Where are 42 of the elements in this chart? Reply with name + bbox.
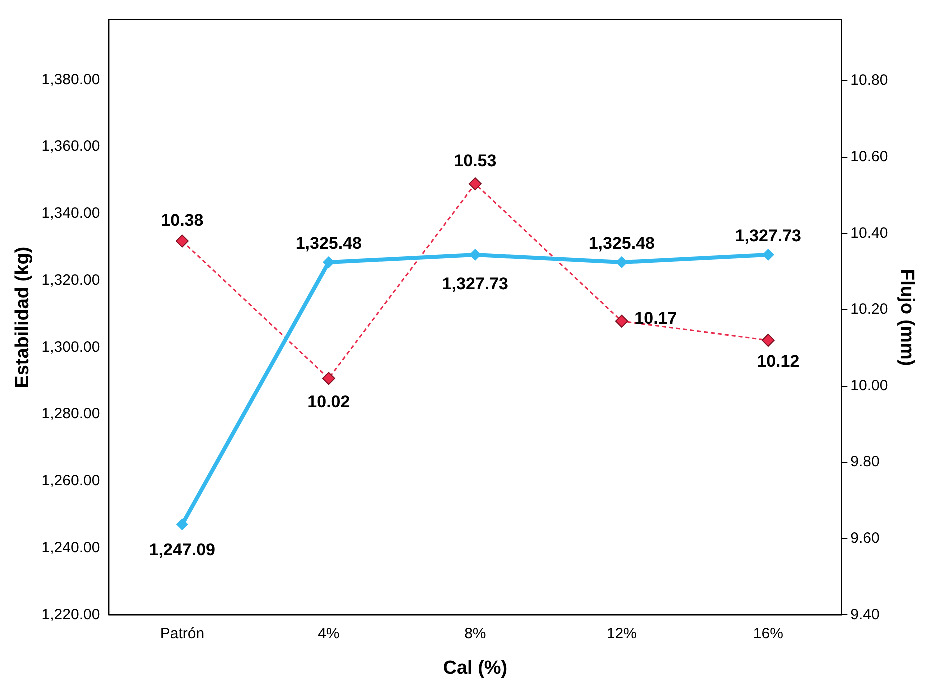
data-label: 10.38 xyxy=(161,210,204,230)
y2-tick-label: 10.60 xyxy=(850,148,888,166)
x-tick-label: Patrón xyxy=(160,625,205,642)
y-tick-label: 1,360.00 xyxy=(42,138,100,156)
data-label: 10.02 xyxy=(308,392,350,412)
y-tick-label: 1,280.00 xyxy=(42,406,100,423)
y2-tick-label: 9.80 xyxy=(850,454,880,471)
y-tick-label: 1,260.00 xyxy=(42,472,100,490)
y2-tick-label: 10.40 xyxy=(850,224,888,242)
y-tick-label: 1,240.00 xyxy=(42,539,100,556)
data-label: 1,325.48 xyxy=(296,234,362,254)
point xyxy=(322,372,336,386)
x-tick-label: 4% xyxy=(318,625,340,642)
y-tick-label: 1,380.00 xyxy=(42,71,100,88)
y-tick-label: 1,300.00 xyxy=(42,338,100,356)
point xyxy=(762,334,775,347)
point xyxy=(468,178,482,191)
point xyxy=(322,256,335,268)
y-tick-label: 1,220.00 xyxy=(42,606,100,624)
data-label: 10.53 xyxy=(454,152,497,171)
y2-axis-title: Flujo (mm) xyxy=(896,269,918,366)
data-label: 1,327.73 xyxy=(735,226,802,246)
y2-tick-label: 10.80 xyxy=(850,72,888,90)
x-tick-label: 8% xyxy=(464,625,486,642)
data-label: 1,325.48 xyxy=(588,234,656,254)
point xyxy=(176,518,188,531)
y-tick-label: 1,340.00 xyxy=(42,205,100,222)
y2-tick-label: 10.20 xyxy=(850,301,888,318)
y2-tick-label: 10.00 xyxy=(850,377,888,394)
data-label: 1,327.73 xyxy=(442,274,509,294)
x-tick-label: 12% xyxy=(606,625,637,642)
x-tick-label: 16% xyxy=(753,625,784,642)
data-label: 10.12 xyxy=(757,352,800,372)
y2-tick-label: 9.40 xyxy=(850,606,880,624)
y-axis-title: Estabilidad (kg) xyxy=(12,246,34,388)
data-label: 10.17 xyxy=(634,309,678,328)
point xyxy=(615,314,628,328)
y-tick-label: 1,320.00 xyxy=(42,272,100,289)
point xyxy=(176,234,189,248)
x-axis-title: Cal (%) xyxy=(443,658,508,679)
y2-tick-label: 9.60 xyxy=(850,530,880,548)
data-label: 1,247.09 xyxy=(149,540,216,560)
